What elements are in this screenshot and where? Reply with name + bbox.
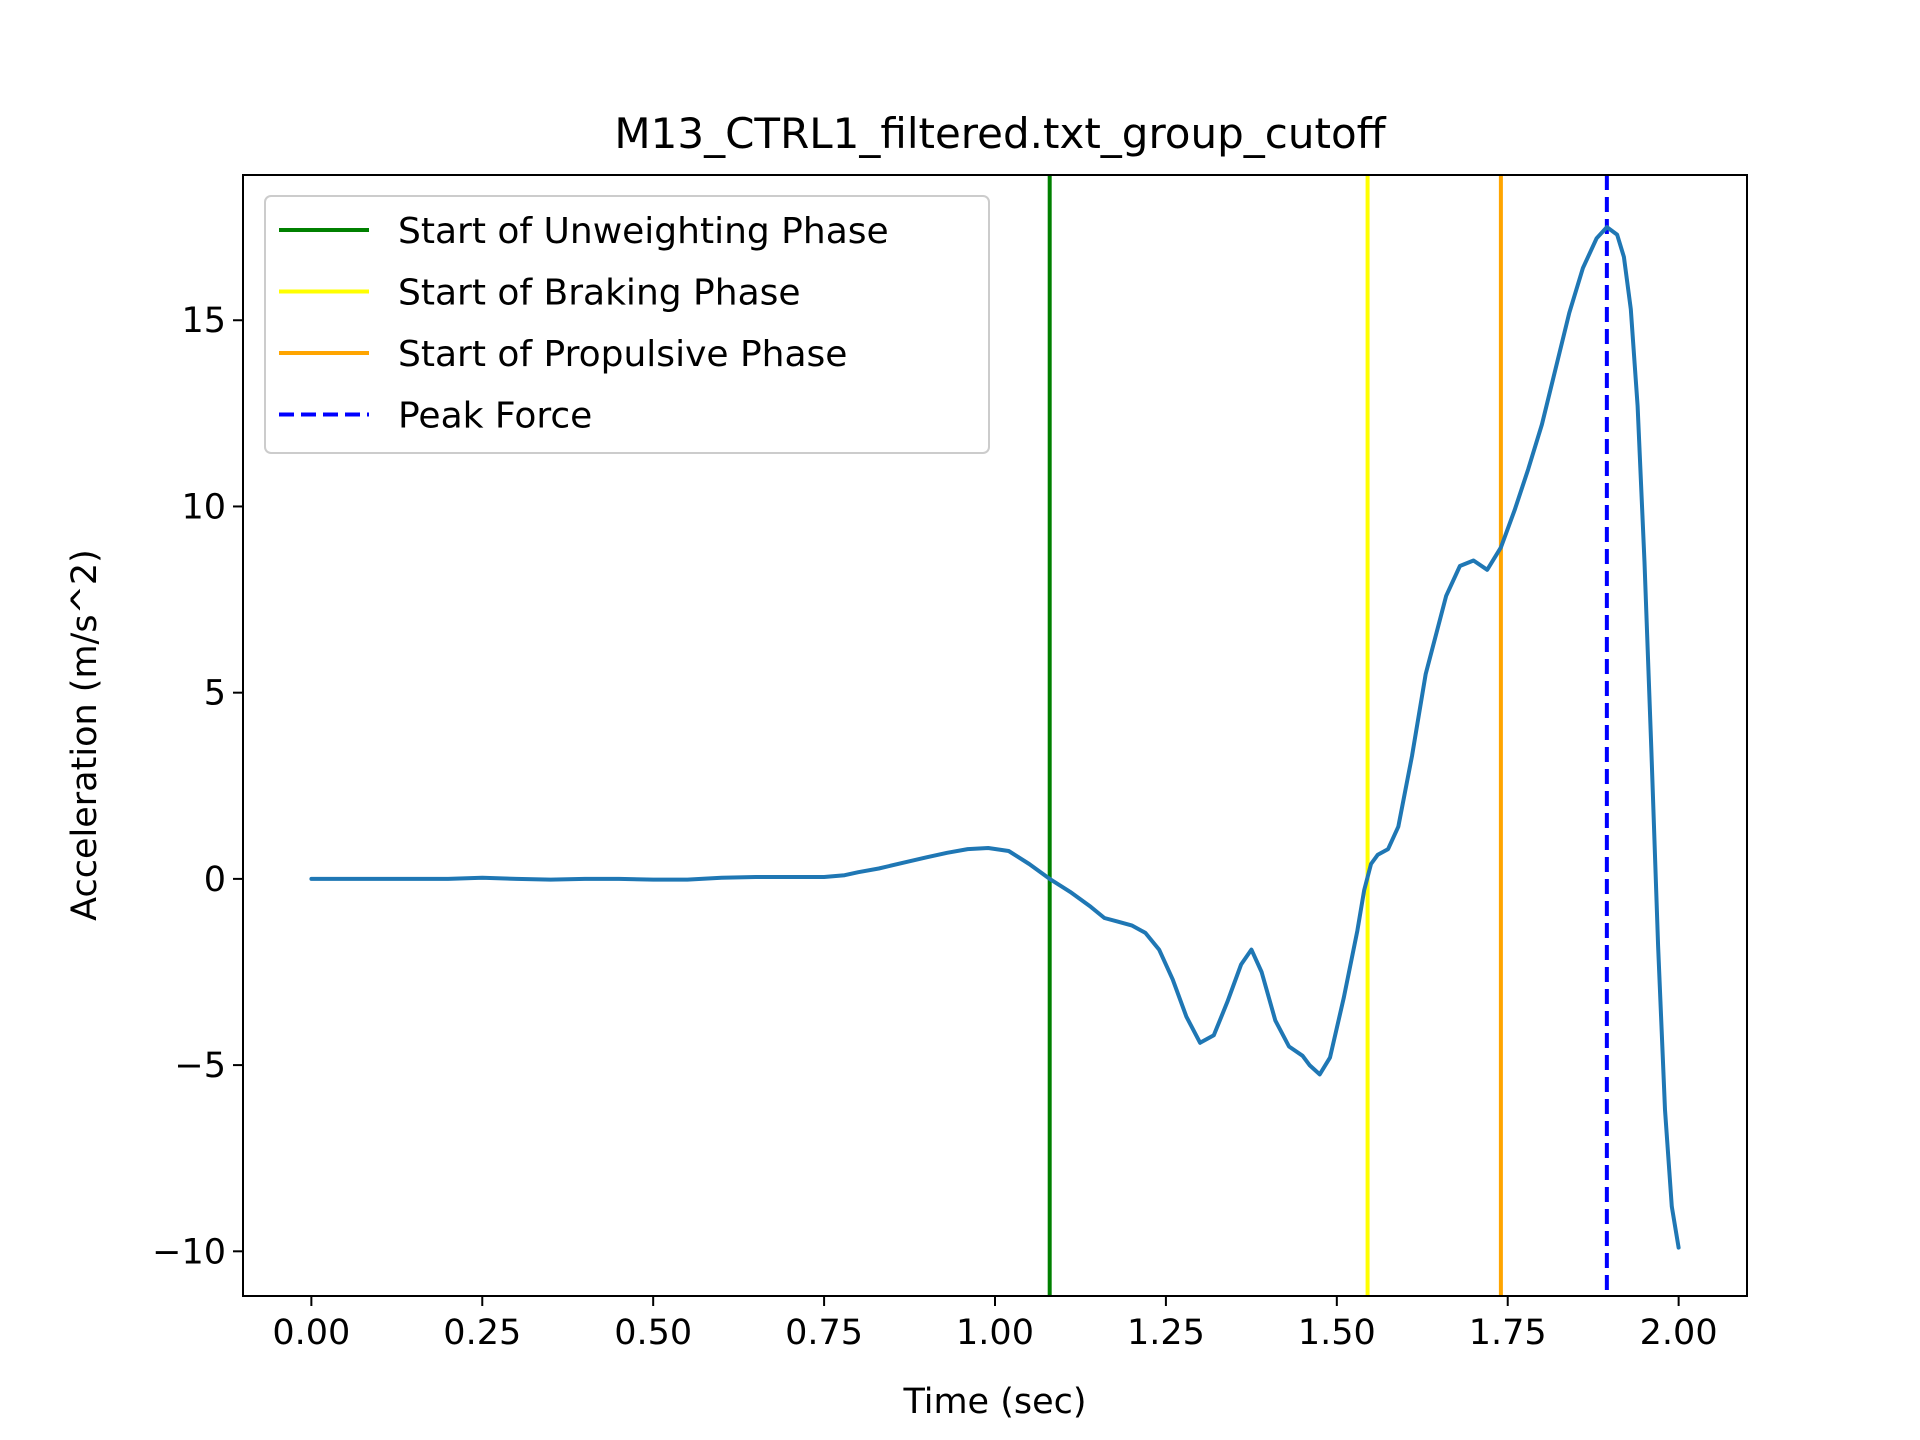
y-tick-label: 10	[181, 487, 226, 527]
legend-label-2: Start of Braking Phase	[398, 273, 801, 314]
chart-title: M13_CTRL1_filtered.txt_group_cutoff	[614, 109, 1386, 158]
series-line-1	[309, 225, 1681, 1250]
y-tick-label: 15	[181, 301, 226, 341]
x-tick-label: 0.00	[272, 1313, 350, 1353]
x-tick-label: 1.50	[1298, 1313, 1376, 1353]
x-axis-label: Time (sec)	[902, 1382, 1086, 1422]
y-tick-label: −10	[152, 1232, 226, 1272]
x-tick-label: 0.75	[785, 1313, 863, 1353]
x-tick-label: 0.50	[614, 1313, 692, 1353]
legend-box	[264, 195, 990, 454]
series-layer	[309, 225, 1681, 1250]
y-tick-label: 5	[204, 674, 226, 714]
legend-label-4: Peak Force	[398, 396, 592, 437]
phase-lines	[1047, 175, 1609, 1296]
x-tick-label: 1.75	[1469, 1313, 1547, 1353]
legend: Start of Unweighting Phase Start of Braki…	[264, 195, 990, 454]
y-tick-label: 0	[204, 860, 226, 900]
x-tick-label: 1.00	[956, 1313, 1034, 1353]
x-tick-label: 1.25	[1127, 1313, 1205, 1353]
legend-items: Start of Unweighting Phase Start of Braki…	[279, 211, 889, 437]
x-tick-label: 2.00	[1640, 1313, 1718, 1353]
y-tick-label: −5	[174, 1046, 226, 1086]
y-axis-label: Acceleration (m/s^2)	[65, 549, 105, 921]
x-axis-ticks: 0.00 0.25 0.50 0.75 1.00 1.25 1.50 1.75 2.00	[272, 1296, 1718, 1353]
legend-label-3: Start of Propulsive Phase	[398, 334, 847, 375]
y-axis-ticks: −10 −5 0 5 10 15	[152, 301, 243, 1272]
legend-label-1: Start of Unweighting Phase	[398, 211, 889, 252]
x-tick-label: 0.25	[443, 1313, 521, 1353]
